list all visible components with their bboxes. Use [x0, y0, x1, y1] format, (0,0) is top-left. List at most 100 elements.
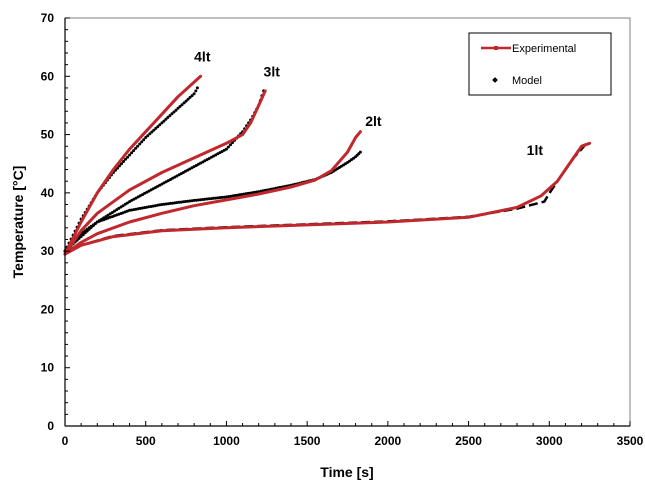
model-point: [224, 195, 228, 199]
model-point: [102, 216, 106, 220]
model-point: [85, 229, 89, 233]
model-point: [81, 233, 85, 237]
model-point: [184, 200, 187, 203]
model-point: [176, 106, 180, 110]
x-axis-title: Time [s]: [320, 464, 373, 480]
model-point: [79, 235, 83, 239]
model-point: [194, 89, 198, 93]
y-tick-label: 20: [41, 302, 55, 316]
model-point: [170, 112, 174, 116]
model-point: [171, 176, 175, 180]
model-point: [164, 117, 168, 121]
model-point: [106, 213, 110, 217]
model-point: [226, 145, 230, 149]
model-point: [125, 201, 129, 205]
model-point: [216, 152, 220, 156]
model-point: [233, 194, 237, 197]
curve-label-2lt: 2lt: [365, 113, 382, 129]
model-point: [190, 94, 194, 98]
legend-box: [468, 32, 612, 96]
legend-model-label: Model: [512, 75, 542, 87]
model-point: [168, 114, 172, 118]
model-point: [203, 159, 207, 163]
model-point: [195, 86, 199, 90]
model-point: [158, 183, 162, 187]
model-point: [144, 136, 148, 139]
model-point: [160, 121, 164, 125]
model-point: [182, 101, 186, 105]
x-tick-label: 2500: [455, 434, 482, 448]
y-tick-label: 30: [41, 244, 55, 258]
model-point: [138, 142, 142, 146]
model-point: [146, 134, 150, 138]
model-point: [171, 201, 175, 205]
model-point: [126, 155, 130, 159]
series-layer: [63, 74, 592, 256]
model-point: [93, 222, 97, 226]
model-point: [121, 204, 125, 208]
model-point: [150, 130, 154, 134]
model-point: [212, 196, 215, 200]
y-tick-label: 50: [41, 128, 55, 142]
model-point: [87, 227, 91, 231]
y-tick-label: 60: [41, 69, 55, 83]
x-tick-label: 500: [136, 434, 156, 448]
model-point: [158, 123, 162, 127]
model-point: [97, 219, 101, 223]
model-point: [147, 189, 151, 193]
y-tick-label: 10: [41, 361, 55, 375]
model-point: [142, 138, 146, 142]
series-line-experimental-3lt: [63, 89, 267, 256]
legend: Experimental Model: [468, 32, 612, 96]
model-point: [184, 169, 187, 173]
model-point: [153, 186, 157, 190]
model-point: [196, 198, 200, 202]
model-point: [237, 193, 241, 197]
model-point: [134, 146, 138, 150]
x-tick-label: 1000: [213, 434, 240, 448]
model-point: [220, 195, 224, 199]
model-point: [358, 150, 362, 154]
model-point: [224, 147, 228, 151]
series-line-experimental-1lt: [63, 141, 592, 256]
axis-layer: 0 500 1000 1500 2000 2500 3000 3500 0 10 20 30 40 50 6…: [41, 11, 644, 448]
model-point: [77, 236, 81, 240]
model-point: [132, 149, 136, 153]
model-point: [124, 157, 127, 161]
legend-model-marker: [492, 77, 498, 83]
model-point: [178, 105, 182, 108]
x-tick-label: 3500: [617, 434, 644, 448]
x-tick-label: 2000: [375, 434, 402, 448]
model-point: [166, 202, 170, 206]
model-point: [162, 119, 166, 123]
y-tick-label: 70: [41, 11, 55, 25]
model-point: [172, 110, 176, 114]
y-axis-title: Temperature [°C]: [10, 166, 26, 279]
model-point: [180, 103, 184, 107]
model-point: [175, 201, 179, 205]
model-point: [154, 126, 158, 130]
model-point: [199, 198, 203, 202]
model-point: [151, 187, 155, 191]
x-tick-label: 0: [62, 434, 69, 448]
model-point: [148, 132, 152, 136]
model-point: [188, 199, 192, 203]
y-tick-label: 0: [47, 419, 54, 433]
series-line-experimental-2lt: [63, 130, 362, 256]
model-point: [174, 108, 178, 112]
model-point: [196, 162, 200, 166]
model-point: [152, 128, 156, 132]
model-point: [120, 162, 123, 166]
model-point: [134, 196, 138, 200]
model-point: [207, 157, 211, 160]
model-point: [136, 144, 140, 148]
x-tick-label: 1500: [294, 434, 321, 448]
model-point: [229, 194, 233, 198]
model-point: [113, 209, 116, 213]
y-tick-label: 40: [41, 186, 55, 200]
model-point: [186, 97, 190, 101]
model-point: [203, 197, 207, 201]
model-point: [91, 224, 95, 228]
model-point: [117, 206, 121, 210]
model-point: [147, 205, 151, 209]
